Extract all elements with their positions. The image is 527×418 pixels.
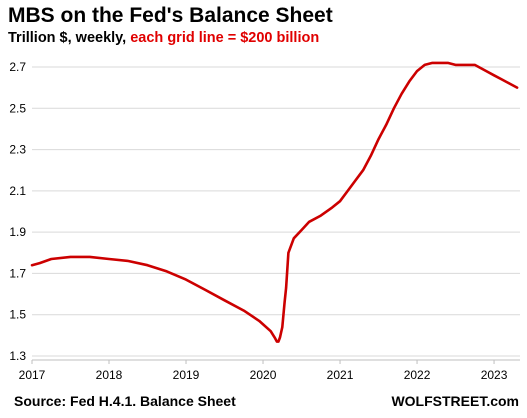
mbs-line-chart: 1.3 1.5 1.7 1.9 2.1 2.3 2.5 2.7 2017 2018 2019 202…	[9, 60, 520, 382]
series-line-mbs	[30, 61, 519, 343]
x-tick-label: 2018	[96, 368, 123, 382]
series-group	[30, 61, 519, 343]
y-tick-label: 2.5	[9, 101, 26, 115]
y-tick-label: 2.3	[9, 143, 26, 157]
chart-subtitle: Trillion $, weekly, each grid line = $20…	[8, 30, 319, 46]
y-tick-label: 1.9	[9, 225, 26, 239]
x-axis: 2017 2018 2019 2020 2021 2022 2023	[19, 359, 520, 382]
source-note: Source: Fed H.4.1. Balance Sheet	[14, 393, 236, 409]
grid-lines	[32, 66, 520, 357]
subtitle-units: Trillion $, weekly,	[8, 30, 131, 46]
subtitle-gridline-note: each grid line = $200 billion	[130, 30, 320, 46]
y-tick-label: 1.7	[9, 266, 26, 280]
x-tick-label: 2021	[327, 368, 354, 382]
y-tick-label: 2.7	[9, 60, 26, 74]
x-tick-label: 2017	[19, 368, 46, 382]
y-tick-label: 1.5	[9, 308, 26, 322]
chart-title: MBS on the Fed's Balance Sheet	[8, 4, 333, 27]
y-tick-label: 2.1	[9, 184, 26, 198]
x-tick-label: 2022	[404, 368, 431, 382]
x-tick-label: 2019	[173, 368, 200, 382]
x-tick-label: 2020	[250, 368, 277, 382]
y-tick-label: 1.3	[9, 349, 26, 363]
y-axis: 1.3 1.5 1.7 1.9 2.1 2.3 2.5 2.7	[9, 60, 26, 363]
x-tick-label: 2023	[481, 368, 508, 382]
brand-label: WOLFSTREET.com	[391, 393, 519, 409]
